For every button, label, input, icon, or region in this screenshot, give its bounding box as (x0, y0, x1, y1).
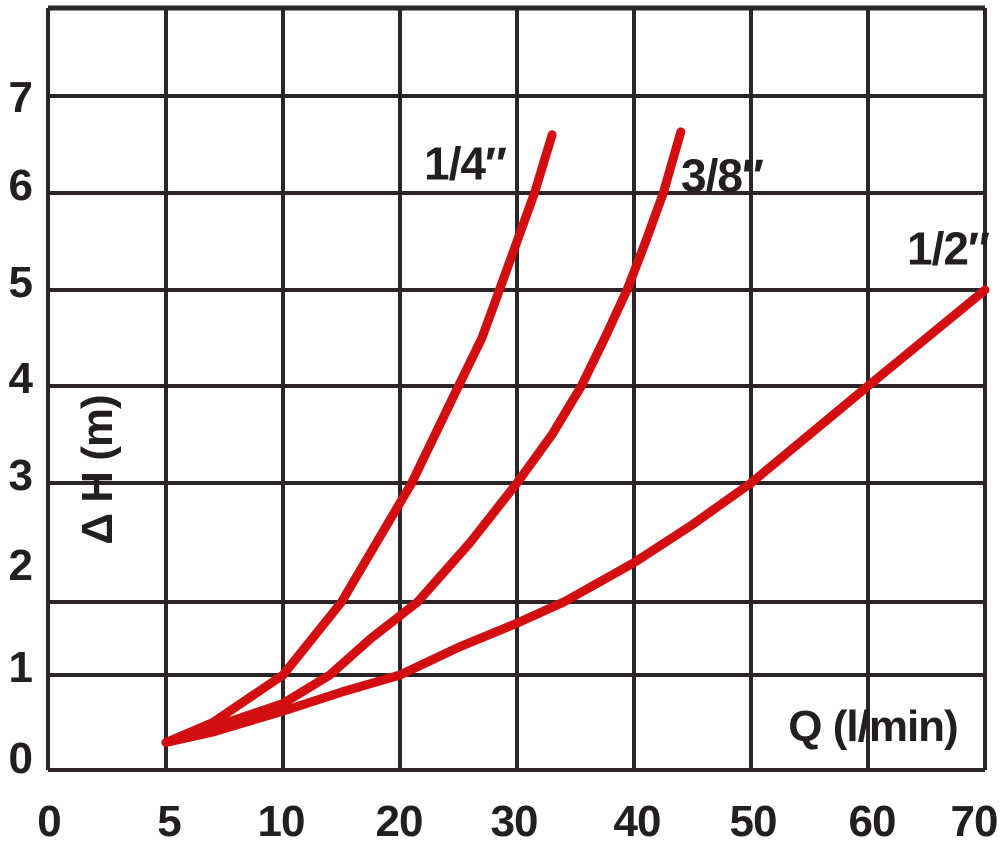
x-axis-title: Q (l/min) (788, 702, 958, 751)
x-tick-label-20: 20 (376, 797, 423, 843)
y-tick-label-3: 3 (9, 451, 32, 500)
y-tick-label-6: 6 (9, 161, 32, 210)
curve-label-three-eighths-inch: 3/8″ (681, 150, 764, 202)
curve-quarter-inch (161, 130, 557, 747)
x-tick-label-30: 30 (491, 797, 538, 843)
curve-half-inch (161, 285, 990, 747)
curve-label-half-inch: 1/2″ (907, 223, 990, 275)
curve-label-quarter-inch: 1/4″ (424, 138, 507, 190)
y-tick-label-7: 7 (9, 73, 32, 122)
x-tick-label-10: 10 (258, 797, 305, 843)
y-tick-label-1: 1 (9, 643, 33, 692)
curve-three-eighths-inch (161, 127, 686, 747)
x-tick-label-50: 50 (730, 797, 777, 843)
y-axis-title: Δ H (m) (73, 395, 122, 545)
x-tick-label-0: 0 (37, 797, 60, 843)
y-tick-label-5: 5 (9, 258, 33, 307)
x-tick-label-70: 70 (951, 797, 998, 843)
y-tick-label-2: 2 (9, 541, 32, 590)
x-tick-label-40: 40 (614, 797, 661, 843)
y-tick-label-0: 0 (9, 734, 32, 783)
x-tick-label-5: 5 (157, 797, 181, 843)
y-tick-label-4: 4 (9, 354, 34, 403)
x-tick-label-60: 60 (849, 797, 896, 843)
